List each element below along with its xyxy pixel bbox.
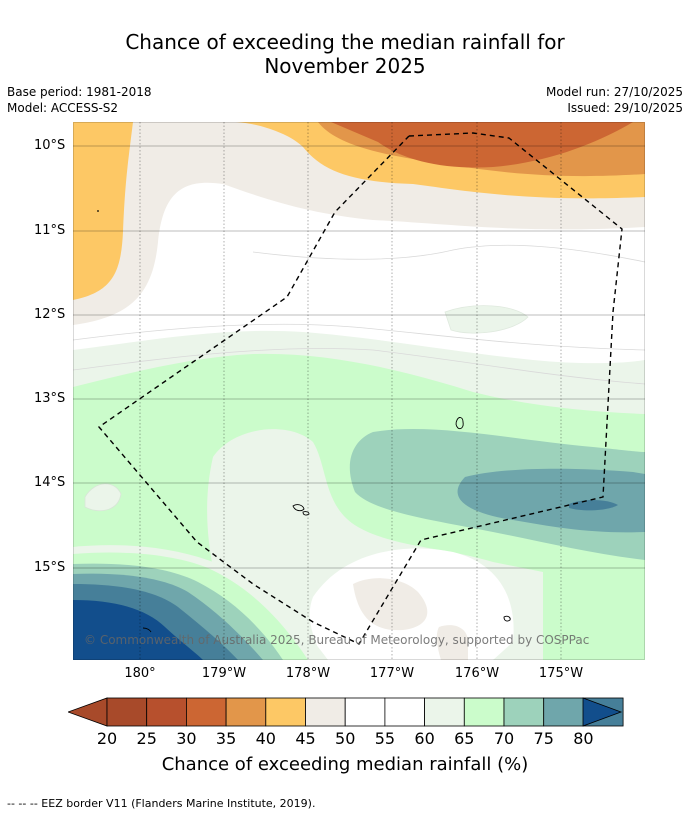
lat-label-14s: 14°S: [34, 475, 66, 490]
title-line-1: Chance of exceeding the median rainfall …: [125, 30, 565, 54]
copyright-notice: © Commonwealth of Australia 2025, Bureau…: [84, 633, 590, 647]
lon-label-180: 180°: [124, 666, 156, 681]
zone-75-80-spot: [569, 499, 618, 511]
colorbar-cell-4: [265, 697, 306, 727]
colorbar-label-25: 25: [136, 729, 157, 748]
meta-left: Base period: 1981-2018 Model: ACCESS-S2: [7, 84, 152, 116]
lat-label-13s: 13°S: [34, 391, 66, 406]
base-period: Base period: 1981-2018: [7, 85, 152, 99]
zone-above-80-bl: [73, 600, 203, 660]
meta-right: Model run: 27/10/2025 Issued: 29/10/2025: [546, 84, 683, 116]
island-dot: [97, 210, 99, 212]
zone-45-50-lower: [436, 625, 468, 660]
zone-55-60-left: [84, 483, 122, 512]
colorbar-cell-5: [305, 697, 346, 727]
zone-70-75: [457, 468, 645, 533]
colorbar-label-45: 45: [295, 729, 316, 748]
island-outlines: [142, 417, 511, 633]
grid-lines: [73, 145, 645, 569]
colorbar-label-55: 55: [374, 729, 396, 748]
chart-title: Chance of exceeding the median rainfall …: [0, 30, 690, 78]
lon-label-175w: 175°W: [538, 666, 584, 681]
title-line-2: November 2025: [264, 54, 426, 78]
colorbar-cell-10: [503, 697, 545, 727]
colorbar-cell-1: [146, 697, 187, 727]
colorbar-high-arrow: [582, 697, 623, 727]
colorbar-cell-6: [344, 697, 386, 727]
colorbar-cell-7: [384, 697, 425, 727]
lon-label-179w: 179°W: [201, 666, 247, 681]
lon-label-177w: 177°W: [369, 666, 415, 681]
colorbar-title: Chance of exceeding median rainfall (%): [161, 754, 529, 775]
colorbar-low-arrow: [68, 697, 108, 727]
colorbar-label-75: 75: [533, 729, 554, 748]
colorbar-cell-2: [186, 697, 227, 727]
colorbar-cell-3: [225, 697, 267, 727]
lon-label-178w: 178°W: [285, 666, 331, 681]
contour-lines: [73, 244, 645, 385]
lat-label-10s: 10°S: [34, 138, 66, 153]
colorbar-label-40: 40: [255, 729, 276, 748]
issued-date: Issued: 29/10/2025: [567, 101, 683, 115]
model-run: Model run: 27/10/2025: [545, 85, 683, 99]
colorbar-cell-11: [543, 697, 584, 727]
model-name: Model: ACCESS-S2: [7, 101, 119, 115]
colorbar-cell-0: [106, 697, 148, 727]
colorbar-label-60: 60: [414, 729, 435, 748]
colorbar-label-30: 30: [176, 729, 197, 748]
zone-45-50-bottom: [353, 578, 428, 631]
lat-label-11s: 11°S: [34, 223, 66, 238]
zone-25-30-top: [331, 122, 633, 168]
map-frame: [73, 122, 645, 660]
meridian-lines: [139, 122, 562, 660]
lat-label-12s: 12°S: [34, 307, 66, 322]
colorbar-label-20: 20: [96, 729, 118, 748]
lat-label-15s: 15°S: [34, 560, 66, 575]
rainfall-map: [73, 122, 645, 660]
zone-60-65-small: [444, 305, 529, 334]
colorbar-cells: [106, 697, 624, 727]
eez-border: [97, 132, 623, 645]
colorbar: [68, 697, 624, 727]
colorbar-label-80: 80: [573, 729, 594, 748]
colorbar-label-35: 35: [215, 729, 237, 748]
colorbar-cell-8: [424, 697, 465, 727]
lon-label-176w: 176°W: [454, 666, 500, 681]
colorbar-label-65: 65: [454, 729, 475, 748]
colorbar-label-50: 50: [335, 729, 356, 748]
eez-footnote: -- -- -- EEZ border V11 (Flanders Marine…: [7, 797, 316, 810]
colorbar-cell-9: [463, 697, 505, 727]
colorbar-label-70: 70: [493, 729, 515, 748]
